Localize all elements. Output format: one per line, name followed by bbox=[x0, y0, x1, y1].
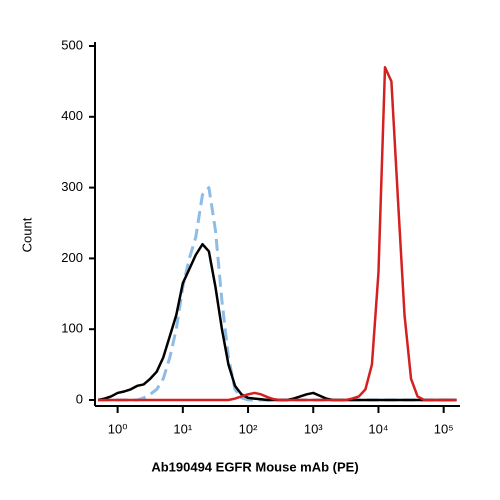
x-tick-label: 10⁵ bbox=[434, 421, 454, 436]
y-tick-label: 100 bbox=[61, 321, 83, 336]
y-tick-label: 500 bbox=[61, 37, 83, 52]
y-axis-label: Count bbox=[19, 217, 34, 252]
x-tick-label: 10³ bbox=[304, 421, 323, 436]
x-tick-label: 10⁰ bbox=[108, 421, 128, 436]
y-tick-label: 0 bbox=[76, 391, 83, 406]
x-axis-label: Ab190494 EGFR Mouse mAb (PE) bbox=[151, 459, 358, 474]
y-tick-label: 400 bbox=[61, 108, 83, 123]
series-line bbox=[98, 65, 457, 402]
y-tick-label: 200 bbox=[61, 250, 83, 265]
y-tick-label: 300 bbox=[61, 179, 83, 194]
x-tick-label: 10¹ bbox=[173, 421, 192, 436]
x-tick-label: 10⁴ bbox=[368, 421, 388, 436]
x-tick-label: 10² bbox=[239, 421, 258, 436]
